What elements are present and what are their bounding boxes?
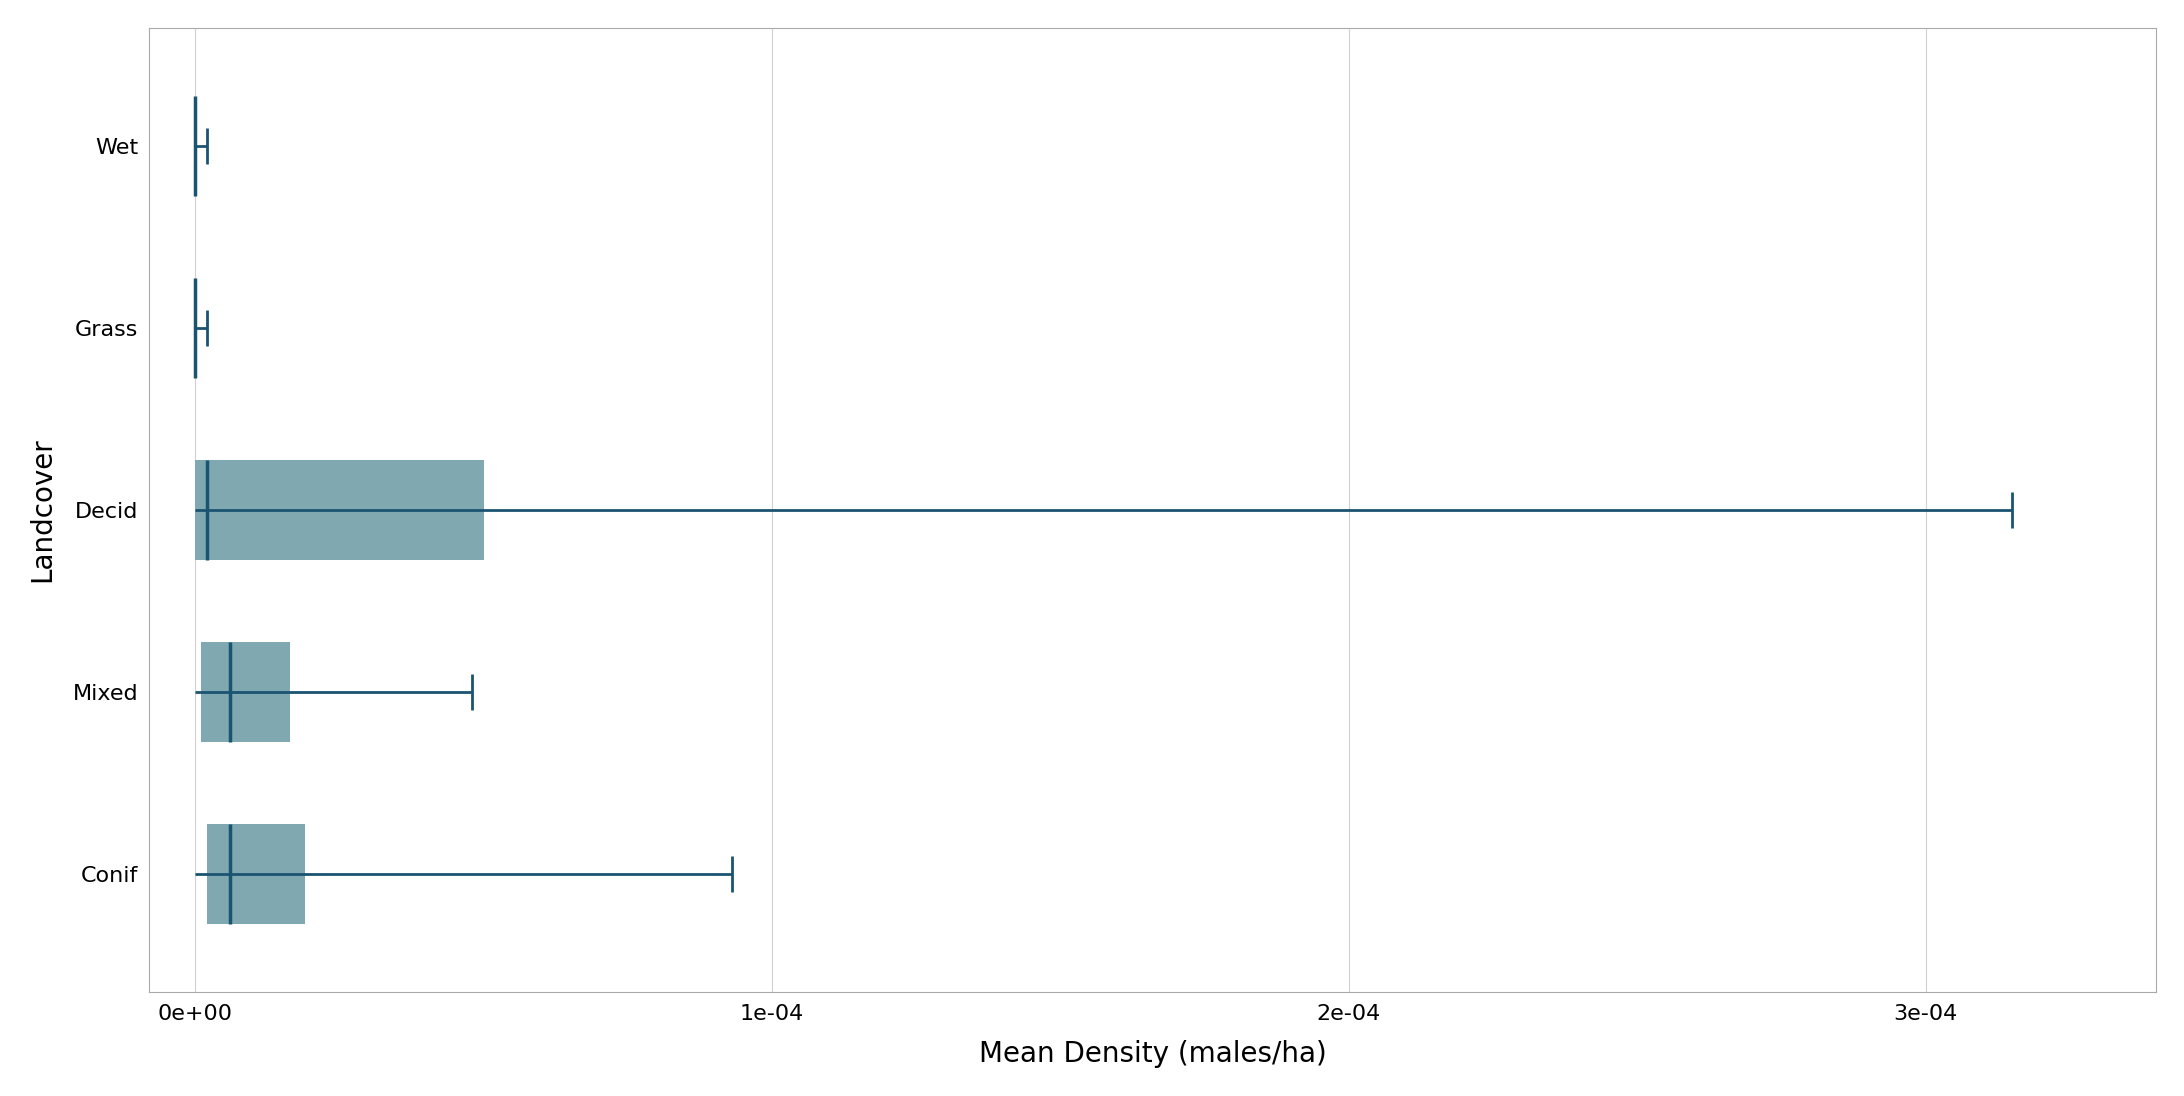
Bar (207, 824, 306, 924)
X-axis label: Mean Density (males/ha): Mean Density (males/ha) (978, 1040, 1326, 1069)
Bar (201, 642, 290, 742)
Y-axis label: Landcover: Landcover (28, 437, 57, 582)
Bar (194, 460, 483, 560)
